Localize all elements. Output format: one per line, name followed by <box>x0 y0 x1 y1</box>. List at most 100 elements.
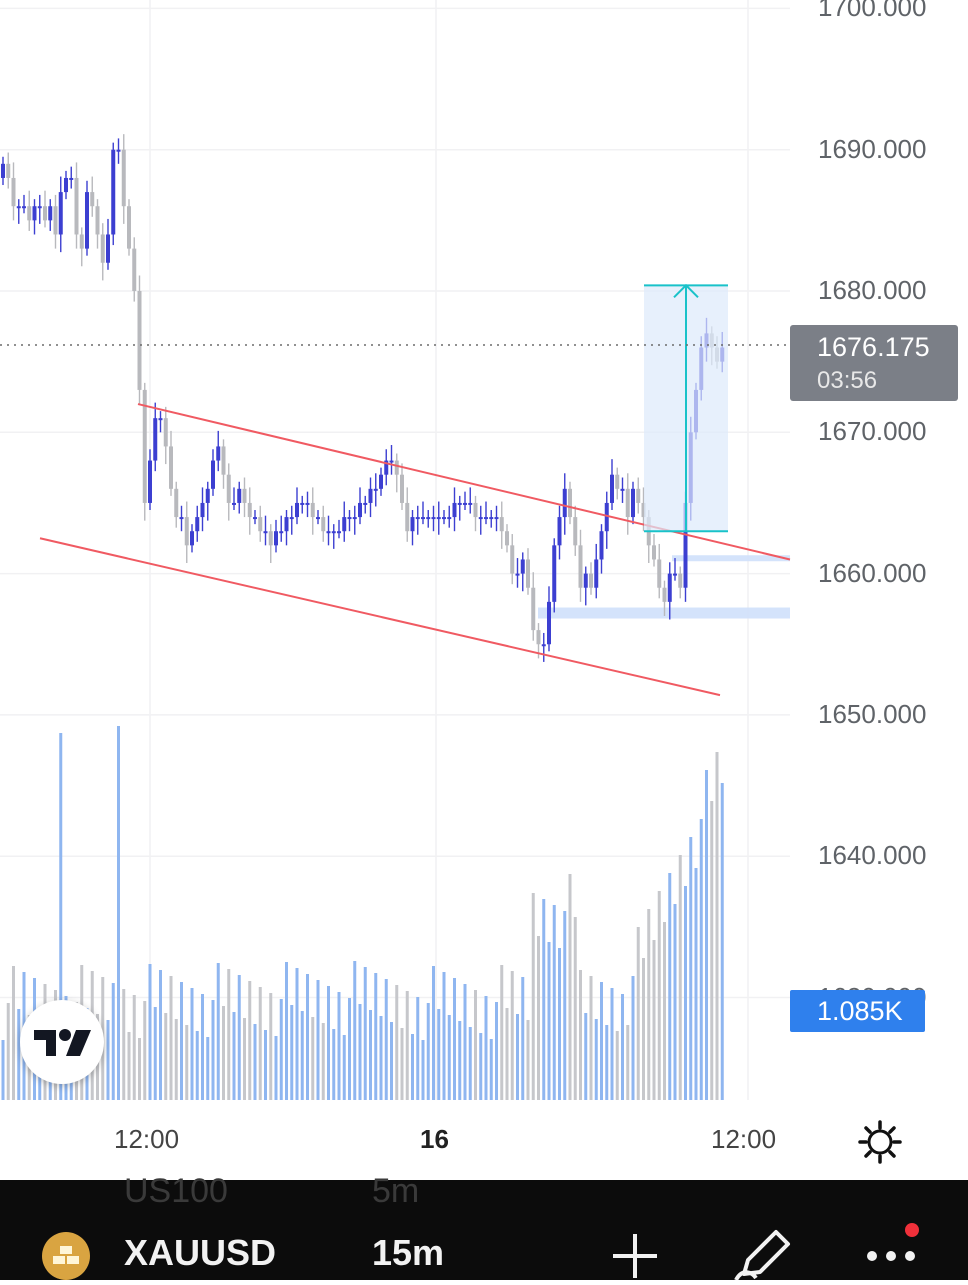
candle-body <box>421 517 425 520</box>
volume-bar <box>379 1016 383 1100</box>
candle-body <box>615 474 620 489</box>
volume-bar <box>316 980 320 1100</box>
resistance-zone <box>672 555 790 562</box>
channel-upper-line <box>137 403 791 561</box>
price-range-measure[interactable] <box>644 283 728 533</box>
volume-bar <box>279 999 283 1100</box>
volume-bar <box>636 927 640 1100</box>
volume-bar <box>390 1022 393 1100</box>
volume-bar <box>148 964 152 1100</box>
volume-bar <box>573 917 577 1100</box>
gear-icon[interactable] <box>856 1118 904 1166</box>
volume-bar <box>484 996 488 1100</box>
volume-bar <box>657 891 661 1100</box>
candle-body <box>74 177 79 235</box>
volume-bar <box>321 1023 325 1100</box>
candle-body <box>58 192 63 235</box>
volume-bar <box>353 961 357 1100</box>
volume-bar <box>463 984 467 1100</box>
volume-bar <box>17 1009 21 1100</box>
volume-bar <box>489 1039 493 1100</box>
candle-body <box>394 460 399 475</box>
candle-body <box>473 502 478 518</box>
symbol-button[interactable]: XAUUSD <box>124 1232 277 1273</box>
tradingview-logo-icon <box>34 1029 91 1056</box>
tradingview-logo[interactable] <box>20 1000 104 1084</box>
interval-button[interactable]: 15m <box>372 1232 445 1273</box>
candle-body <box>379 474 383 489</box>
candle-body <box>232 502 236 505</box>
volume-bar <box>300 1011 304 1100</box>
volume-bar <box>579 970 582 1100</box>
volume-bar <box>605 1025 609 1100</box>
volume-bar <box>174 1019 178 1100</box>
gold-coin-icon[interactable] <box>42 1232 90 1280</box>
pencil-icon[interactable] <box>734 1228 794 1280</box>
candle-body <box>247 502 252 518</box>
price-tick-label: 1690.000 <box>818 133 927 164</box>
price-tick-label: 1680.000 <box>818 275 927 305</box>
volume-bar <box>248 981 252 1100</box>
candle-body <box>678 573 683 588</box>
candle-body <box>284 517 289 532</box>
candle-body <box>205 488 210 503</box>
volume-bar <box>647 909 651 1100</box>
candle-body <box>337 531 341 534</box>
candle-body <box>347 517 352 520</box>
volume-bar <box>206 1037 210 1100</box>
price-tick-label: 1670.000 <box>818 416 927 447</box>
volume-bar <box>358 1004 362 1100</box>
volume-bar <box>437 1009 441 1100</box>
candle-body <box>6 163 11 178</box>
volume-bar <box>542 899 546 1100</box>
candle-body <box>610 474 614 503</box>
candle-body <box>305 502 310 505</box>
candle-body <box>484 517 488 520</box>
candle-body <box>531 587 536 631</box>
candle-body <box>594 559 599 588</box>
volume-bar <box>600 982 603 1100</box>
candle-body <box>384 460 389 475</box>
more-dots-icon[interactable] <box>862 1220 922 1276</box>
volume-bar <box>421 1040 425 1100</box>
candle-body <box>295 502 299 518</box>
volume-bar <box>227 969 231 1100</box>
volume-bar <box>705 770 708 1100</box>
volume-bar <box>395 985 399 1100</box>
plus-icon[interactable] <box>610 1228 660 1278</box>
volume-bar <box>6 1003 10 1100</box>
bottom-toolbar: US100 5m XAUUSD 15m <box>0 1172 968 1280</box>
volume-bar <box>159 970 162 1100</box>
trend-channel[interactable] <box>39 403 791 697</box>
candle-body <box>316 517 320 520</box>
candle-body <box>27 206 32 221</box>
candle-body <box>499 517 504 532</box>
candle-body <box>562 488 567 518</box>
candle-body <box>174 488 179 518</box>
volume-bar <box>117 726 120 1100</box>
current-price-badge: 1676.175 03:56 <box>790 325 958 401</box>
candle-body <box>662 587 667 602</box>
volume-bar <box>59 733 63 1100</box>
volume-bar <box>295 968 299 1100</box>
candle-body <box>373 488 378 491</box>
volume-bar <box>610 988 614 1100</box>
candle-body <box>489 517 494 520</box>
volume-bar <box>269 993 273 1100</box>
candle-body <box>85 192 89 249</box>
volume-bar <box>169 976 173 1100</box>
volume-bar <box>258 987 262 1100</box>
candle-body <box>426 517 431 520</box>
candle-body <box>578 545 583 588</box>
volume-bar <box>568 874 572 1100</box>
volume-bar <box>122 989 126 1100</box>
volume-value: 1.085K <box>817 996 903 1026</box>
candle-body <box>583 573 588 588</box>
candle-body <box>463 502 467 505</box>
volume-bar <box>164 1013 168 1100</box>
volume-bar <box>631 976 635 1100</box>
candle-body <box>631 488 635 518</box>
candle-body <box>190 531 194 546</box>
volume-bar <box>153 1007 157 1100</box>
volume-bar <box>500 965 504 1100</box>
